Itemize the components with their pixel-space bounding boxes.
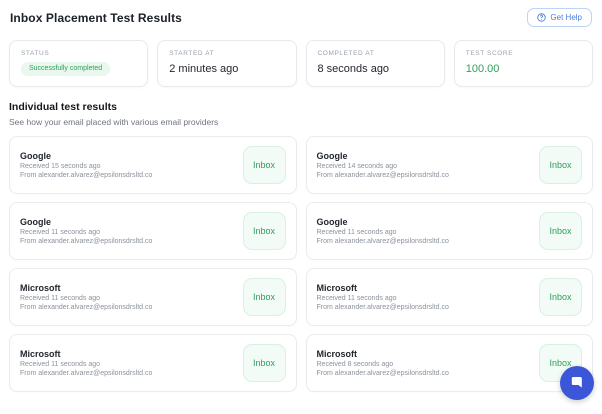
result-info: Google Received 11 seconds ago From alex… [317, 217, 449, 245]
from-address: From alexander.alvarez@epsilonsdrsltd.co [20, 172, 153, 179]
individual-results-section: Individual test results See how your ema… [0, 101, 602, 392]
get-help-button[interactable]: Get Help [527, 8, 592, 27]
completed-at-card: COMPLETED AT 8 seconds ago [305, 40, 445, 87]
from-address: From alexander.alvarez@epsilonsdrsltd.co [20, 370, 153, 377]
from-address: From alexander.alvarez@epsilonsdrsltd.co [316, 304, 449, 311]
result-card: Microsoft Received 11 seconds ago From a… [305, 268, 593, 326]
placement-badge: Inbox [539, 212, 582, 250]
section-title: Individual test results [9, 101, 117, 113]
from-address: From alexander.alvarez@epsilonsdrsltd.co [20, 238, 153, 245]
provider-name: Microsoft [316, 349, 358, 359]
started-at-label: STARTED AT [169, 50, 215, 57]
provider-name: Microsoft [316, 283, 358, 293]
received-time: Received 11 seconds ago [316, 229, 397, 236]
result-card: Google Received 15 seconds ago From alex… [9, 136, 297, 194]
result-info: Google Received 11 seconds ago From alex… [20, 217, 152, 245]
received-time: Received 8 seconds ago [316, 361, 394, 368]
received-time: Received 11 seconds ago [316, 295, 397, 302]
help-circle-icon [537, 13, 547, 22]
result-info: Microsoft Received 8 seconds ago From al… [317, 349, 449, 377]
placement-badge: Inbox [242, 278, 286, 316]
provider-name: Google [20, 151, 51, 161]
from-address: From alexander.alvarez@epsilonsdrsltd.co [20, 304, 153, 311]
placement-badge: Inbox [242, 344, 286, 382]
from-address: From alexander.alvarez@epsilonsdrsltd.co [316, 370, 449, 377]
result-card: Microsoft Received 8 seconds ago From al… [305, 334, 593, 392]
result-info: Google Received 14 seconds ago From alex… [317, 151, 449, 179]
page-title: Inbox Placement Test Results [10, 11, 182, 25]
test-score-value: 100.00 [465, 63, 500, 75]
received-time: Received 15 seconds ago [20, 163, 101, 170]
section-subtitle: See how your email placed with various e… [9, 117, 219, 127]
completed-at-value: 8 seconds ago [317, 63, 390, 75]
summary-cards-row: STATUS Successfully completed STARTED AT… [0, 40, 602, 87]
started-at-value: 2 minutes ago [169, 63, 239, 75]
result-card: Google Received 11 seconds ago From alex… [305, 202, 593, 260]
provider-name: Google [20, 217, 51, 227]
provider-name: Microsoft [20, 349, 61, 359]
received-time: Received 14 seconds ago [316, 163, 398, 170]
get-help-label: Get Help [550, 13, 582, 22]
result-card: Microsoft Received 11 seconds ago From a… [9, 334, 297, 392]
placement-badge: Inbox [242, 146, 286, 184]
result-info: Microsoft Received 11 seconds ago From a… [20, 283, 152, 311]
from-address: From alexander.alvarez@epsilonsdrsltd.co [316, 238, 449, 245]
received-time: Received 11 seconds ago [20, 229, 101, 236]
chat-bubble-icon [569, 374, 585, 393]
status-label: STATUS [21, 50, 50, 57]
provider-name: Microsoft [20, 283, 61, 293]
result-card: Google Received 11 seconds ago From alex… [9, 202, 297, 260]
received-time: Received 11 seconds ago [20, 295, 101, 302]
page-header: Inbox Placement Test Results Get Help [0, 0, 602, 27]
placement-badge: Inbox [242, 212, 286, 250]
placement-badge: Inbox [539, 278, 582, 316]
placement-badge: Inbox [539, 146, 582, 184]
result-card: Google Received 14 seconds ago From alex… [305, 136, 593, 194]
results-grid: Google Received 15 seconds ago From alex… [9, 136, 593, 392]
chat-widget-button[interactable] [560, 366, 594, 400]
result-info: Microsoft Received 11 seconds ago From a… [20, 349, 152, 377]
result-info: Google Received 15 seconds ago From alex… [20, 151, 152, 179]
received-time: Received 11 seconds ago [20, 361, 101, 368]
started-at-card: STARTED AT 2 minutes ago [157, 40, 297, 87]
provider-name: Google [316, 151, 348, 161]
completed-at-label: COMPLETED AT [317, 50, 375, 57]
result-info: Microsoft Received 11 seconds ago From a… [317, 283, 449, 311]
from-address: From alexander.alvarez@epsilonsdrsltd.co [316, 172, 449, 179]
result-card: Microsoft Received 11 seconds ago From a… [9, 268, 297, 326]
provider-name: Google [316, 217, 348, 227]
status-badge: Successfully completed [21, 62, 111, 76]
test-score-card: TEST SCORE 100.00 [453, 40, 593, 87]
status-card: STATUS Successfully completed [9, 40, 149, 87]
test-score-label: TEST SCORE [465, 50, 514, 57]
